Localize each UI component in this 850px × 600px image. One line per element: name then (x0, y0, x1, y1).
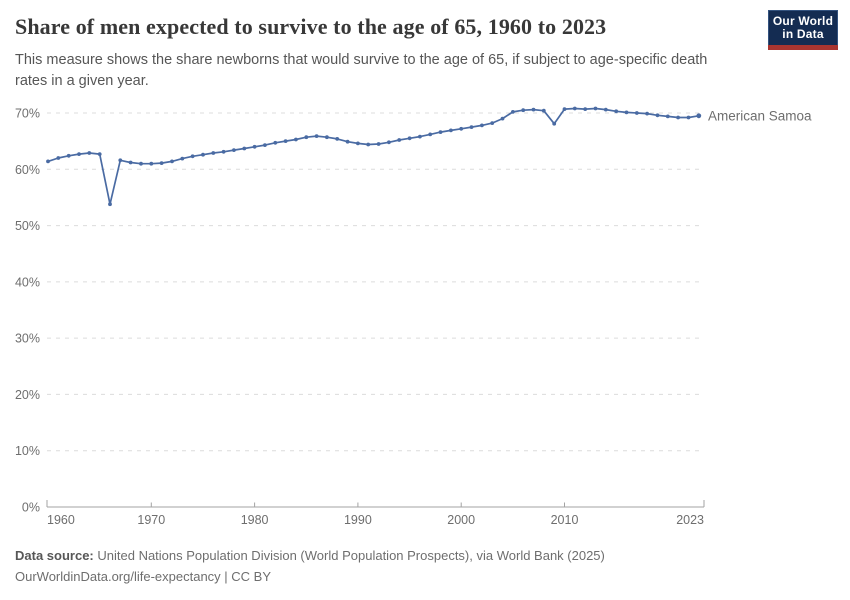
data-point-2023 (696, 113, 702, 119)
data-point-2019 (655, 113, 660, 118)
data-point-2008 (541, 108, 546, 113)
x-tick-label-1980: 1980 (241, 513, 269, 527)
owid-logo-text: Our World in Data (772, 13, 834, 42)
x-tick-label-1970: 1970 (137, 513, 165, 527)
data-point-2013 (593, 106, 598, 111)
data-point-2004 (500, 116, 505, 121)
data-point-1995 (407, 136, 412, 141)
data-point-2022 (686, 115, 691, 120)
data-point-2015 (614, 109, 619, 114)
data-point-1966 (108, 202, 112, 207)
owid-logo-line1: Our World (772, 13, 834, 28)
data-point-1970 (149, 161, 154, 166)
y-tick-label-70: 70% (15, 107, 40, 121)
data-point-2000 (459, 126, 464, 131)
data-point-1979 (242, 146, 247, 151)
x-tick-label-2010: 2010 (551, 513, 579, 527)
data-point-1989 (345, 139, 350, 144)
data-point-1982 (273, 140, 278, 145)
data-point-1987 (325, 135, 329, 140)
data-point-1993 (387, 140, 391, 145)
data-point-1998 (438, 130, 443, 135)
license-line: OurWorldinData.org/life-expectancy | CC … (15, 569, 272, 584)
data-point-1984 (294, 137, 298, 142)
data-point-1977 (221, 149, 226, 154)
series-entity-label: American Samoa (708, 108, 812, 123)
data-point-2016 (624, 110, 629, 115)
data-point-2001 (469, 125, 474, 129)
data-point-2018 (645, 111, 649, 116)
chart-svg: 0% 10% 20% 30% 40% 50% 60% 70% 1960 1970 1980 1990 2… (15, 106, 812, 528)
data-point-2017 (634, 111, 639, 115)
x-tick-label-2023: 2023 (676, 513, 704, 527)
page-title: Share of men expected to survive to the … (15, 14, 607, 39)
data-point-1985 (304, 135, 309, 140)
data-point-2009 (552, 121, 557, 126)
data-point-2010 (562, 107, 567, 111)
owid-logo-line2: in Data (782, 27, 824, 41)
data-point-1976 (211, 151, 216, 155)
data-point-1983 (283, 139, 288, 144)
y-tick-label-20: 20% (15, 388, 40, 402)
data-point-2007 (531, 107, 536, 112)
data-point-1972 (170, 159, 174, 164)
data-point-2012 (583, 107, 588, 111)
data-point-2011 (572, 106, 577, 111)
y-tick-label-40: 40% (15, 275, 40, 289)
data-point-2021 (676, 115, 680, 120)
data-point-1997 (428, 132, 433, 137)
data-point-1975 (201, 152, 205, 157)
data-point-1960 (46, 159, 50, 164)
data-point-1965 (97, 152, 102, 157)
data-point-1996 (418, 134, 422, 139)
owid-logo-red-bar (768, 45, 838, 50)
data-point-2014 (603, 107, 608, 112)
page-subtitle: This measure shows the share newborns th… (15, 52, 708, 89)
data-point-1974 (190, 154, 195, 159)
data-point-1986 (314, 134, 319, 139)
data-point-1978 (232, 148, 236, 153)
data-point-2005 (511, 110, 515, 114)
line-chart: 0% 10% 20% 30% 40% 50% 60% 70% 1960 1970 1980 1990 2… (0, 95, 850, 540)
data-point-1980 (252, 144, 257, 149)
y-tick-label-10: 10% (15, 444, 40, 458)
x-tick-label-1960: 1960 (47, 513, 75, 527)
data-point-1988 (335, 137, 340, 141)
data-point-1991 (366, 142, 371, 147)
data-point-1962 (66, 153, 71, 158)
y-tick-label-60: 60% (15, 163, 40, 177)
data-point-1963 (77, 152, 81, 157)
data-point-2020 (665, 114, 670, 119)
data-point-1981 (263, 143, 267, 148)
data-point-1990 (356, 141, 360, 146)
data-point-2006 (521, 108, 526, 113)
data-point-1994 (397, 138, 402, 142)
data-point-1973 (180, 156, 185, 161)
data-source-line: Data source: United Nations Population D… (15, 545, 815, 566)
y-tick-label-0: 0% (22, 501, 40, 515)
y-tick-label-50: 50% (15, 219, 40, 233)
data-point-1964 (87, 151, 92, 155)
y-tick-label-30: 30% (15, 332, 40, 346)
data-point-1967 (118, 158, 123, 163)
data-point-1992 (376, 142, 381, 146)
data-point-1971 (159, 161, 164, 166)
x-tick-label-1990: 1990 (344, 513, 372, 527)
chart-footer: Data source: United Nations Population D… (15, 545, 815, 587)
data-point-1968 (128, 160, 133, 165)
data-point-2003 (490, 121, 495, 125)
data-point-2002 (480, 123, 484, 128)
series-line (47, 107, 700, 206)
x-tick-label-2000: 2000 (447, 513, 475, 527)
data-point-1999 (449, 128, 453, 133)
data-source-label: Data source: (15, 548, 94, 563)
data-source-text: United Nations Population Division (Worl… (97, 548, 605, 563)
data-point-1969 (139, 161, 143, 166)
data-point-1961 (56, 156, 61, 160)
owid-logo: Our World in Data (768, 10, 838, 45)
